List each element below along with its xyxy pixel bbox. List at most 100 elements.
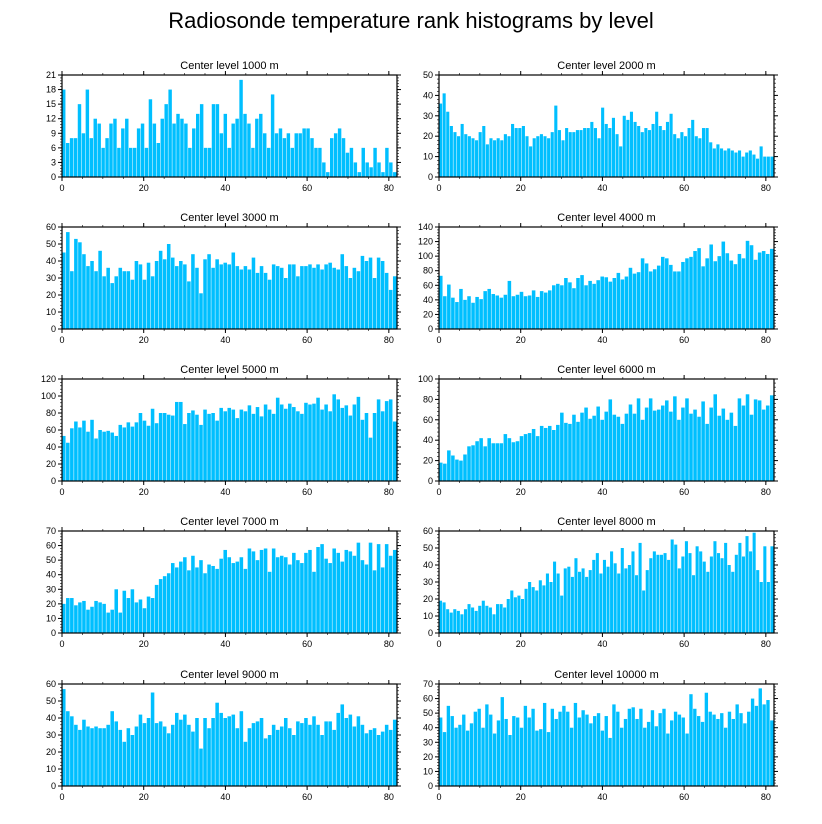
bar (568, 132, 572, 177)
bar (364, 733, 369, 786)
bar (118, 729, 123, 786)
bar (511, 123, 515, 177)
x-tick-label: 0 (59, 335, 64, 345)
bar (613, 563, 617, 633)
bar (521, 126, 525, 177)
bar (328, 721, 332, 786)
bar (727, 711, 732, 786)
y-tick-label: 40 (423, 90, 433, 100)
bar (523, 434, 528, 481)
bar (681, 261, 685, 329)
bar (712, 714, 716, 786)
bar (195, 567, 199, 633)
bar (349, 147, 354, 177)
y-tick-label: 0 (428, 172, 433, 182)
bar (356, 542, 361, 633)
bar (689, 256, 693, 329)
bar (266, 147, 271, 177)
bar (78, 427, 82, 481)
bar (629, 111, 634, 177)
bar (102, 603, 106, 633)
bar (239, 711, 244, 786)
bar (306, 128, 310, 177)
bar (581, 710, 585, 786)
bar (324, 264, 328, 329)
bar (90, 419, 94, 481)
bar (475, 441, 479, 481)
bar (344, 718, 349, 786)
bar (314, 147, 318, 177)
bar (255, 118, 259, 177)
y-tick-label: 100 (418, 374, 433, 384)
bar (670, 720, 674, 786)
bar (702, 561, 706, 633)
bar (491, 443, 496, 481)
bar (283, 718, 288, 786)
x-tick-label: 20 (516, 487, 526, 497)
bar (310, 138, 314, 177)
y-tick-label: 30 (423, 111, 433, 121)
bar (442, 93, 446, 177)
bar (527, 717, 531, 786)
bar (183, 557, 187, 633)
bar (134, 422, 139, 481)
bar (255, 272, 260, 329)
bar (467, 446, 471, 481)
bar (527, 433, 532, 481)
bar (330, 138, 334, 177)
bar (118, 612, 123, 633)
bar (146, 262, 151, 329)
y-tick-label: 80 (46, 408, 56, 418)
bar (162, 259, 167, 329)
x-tick-label: 80 (761, 487, 771, 497)
bar (134, 726, 139, 786)
bar (753, 259, 758, 329)
bar (267, 279, 272, 329)
bar (172, 123, 176, 177)
bar (463, 454, 467, 481)
bar (191, 555, 195, 633)
bar (384, 401, 389, 481)
bar (105, 138, 109, 177)
bar (62, 689, 66, 786)
bar (106, 612, 110, 633)
x-tick-label: 40 (597, 792, 607, 802)
x-tick-label: 20 (139, 183, 149, 193)
bar (701, 401, 705, 481)
bar (70, 271, 74, 329)
bar (368, 542, 373, 633)
bar (320, 735, 324, 786)
bar (608, 737, 612, 786)
plot-frame (61, 74, 398, 178)
bar (199, 424, 203, 481)
histogram-panel-7: Center level 7000 m 0 10 20 30 40 50 60 70 0 20 40 6… (46, 516, 401, 649)
x-tick-label: 0 (59, 487, 64, 497)
bar (600, 276, 604, 329)
bar (520, 599, 525, 633)
bar (251, 147, 255, 177)
bar (235, 418, 240, 481)
bar (271, 548, 276, 633)
bar (546, 732, 551, 786)
bar (117, 147, 121, 177)
histogram-panel-6: Center level 6000 m 0 20 40 60 80 100 0 20 40 60 80 (418, 364, 778, 497)
y-tick-label: 20 (423, 752, 433, 762)
bar (747, 711, 751, 786)
bar (110, 283, 114, 329)
x-tick-label: 80 (384, 183, 394, 193)
bar (632, 273, 637, 329)
bar (191, 254, 195, 329)
bar (660, 256, 665, 329)
x-tick-label: 0 (436, 335, 441, 345)
bar (716, 718, 720, 786)
bar (460, 123, 464, 177)
bar (146, 425, 151, 481)
y-tick-label: 40 (46, 256, 56, 266)
bar (86, 431, 90, 481)
bar (620, 548, 624, 633)
bar (518, 128, 522, 177)
bar (460, 614, 464, 633)
y-tick-label: 10 (423, 152, 433, 162)
bar (304, 718, 308, 786)
